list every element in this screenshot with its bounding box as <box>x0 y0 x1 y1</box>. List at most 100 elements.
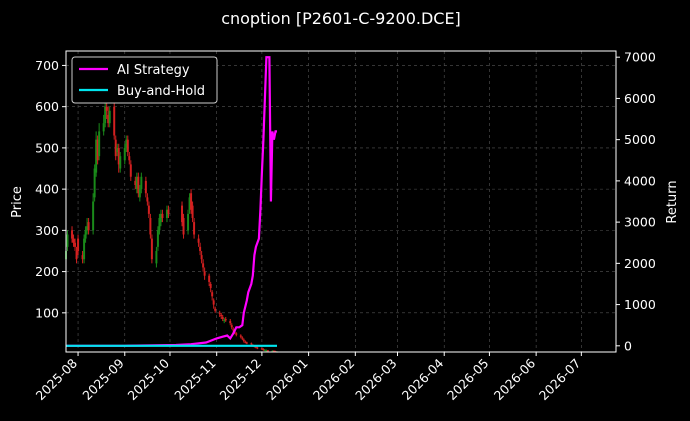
candle-body <box>144 180 147 194</box>
y-tick-label: 200 <box>35 264 59 279</box>
candle-body <box>244 341 247 343</box>
candle-body <box>188 197 191 210</box>
candle-body <box>218 312 221 314</box>
candle-body <box>72 238 75 243</box>
candle-body <box>229 321 232 324</box>
candle-body <box>254 346 257 348</box>
y-tick-label: 400 <box>35 182 59 197</box>
y-tick-label: 600 <box>35 99 59 114</box>
candle-body <box>116 147 119 153</box>
candle-body <box>147 205 150 214</box>
candle-body <box>220 314 223 317</box>
y2-tick-label: 5000 <box>624 132 656 147</box>
candle-body <box>113 106 116 136</box>
candle-body <box>71 230 74 239</box>
legend-label-buy-and-hold: Buy-and-Hold <box>117 84 205 99</box>
candle-body <box>211 292 214 297</box>
y-axis-right: 0 1000 2000 3000 4000 5000 6000 7000 <box>616 50 656 353</box>
y-axis-label: Price <box>10 186 25 218</box>
candle-body <box>84 230 87 239</box>
candle-body <box>209 283 212 289</box>
candle-body <box>135 176 138 190</box>
candle-body <box>242 339 245 341</box>
candle-body <box>235 333 238 335</box>
candle-body <box>260 348 263 350</box>
candle-body <box>105 106 108 111</box>
candle-body <box>95 139 98 173</box>
candle-body <box>187 213 190 231</box>
candle-body <box>92 201 95 231</box>
candle-body <box>161 213 164 218</box>
candles-layer <box>65 98 278 353</box>
plot-frame <box>65 50 617 353</box>
series-layer <box>66 56 277 347</box>
candle-body <box>146 197 149 202</box>
y-tick-label: 100 <box>35 305 59 320</box>
candle-body <box>256 347 259 349</box>
candle-body <box>119 156 122 169</box>
candle-body <box>241 337 244 339</box>
candle-body <box>271 350 274 352</box>
y-tick-label: 700 <box>35 58 59 73</box>
candle-body <box>199 246 202 251</box>
candle-body <box>128 156 131 161</box>
candle-body <box>126 139 129 153</box>
candle-body <box>117 147 120 165</box>
y2-tick-label: 1000 <box>624 297 656 312</box>
candle-body <box>107 114 110 124</box>
chart-title: cnoption [P2601-C-9200.DCE] <box>221 9 461 28</box>
candle-body <box>86 226 89 231</box>
candle-body <box>167 209 170 214</box>
candle-body <box>149 217 152 235</box>
candle-body <box>262 349 265 351</box>
y2-tick-label: 3000 <box>624 215 656 230</box>
candle-body <box>93 168 96 198</box>
y2-tick-label: 2000 <box>624 256 656 271</box>
candle-body <box>87 222 90 231</box>
candle-body <box>221 316 224 320</box>
candle-body <box>96 139 99 161</box>
candle-body <box>190 193 193 210</box>
candle-body <box>202 263 205 268</box>
candle-body <box>272 350 275 352</box>
candle-body <box>114 139 117 157</box>
candle-body <box>245 342 248 344</box>
candle-body <box>81 255 84 260</box>
candle-body <box>83 238 86 260</box>
y2-tick-label: 7000 <box>624 50 656 65</box>
y2-axis-label: Return <box>665 180 680 223</box>
ai-strategy-line <box>66 56 277 347</box>
candle-body <box>125 139 128 148</box>
candle-body <box>137 176 140 194</box>
candle-body <box>232 329 235 331</box>
candle-body <box>158 217 161 231</box>
candle-body <box>239 335 242 337</box>
candle-body <box>250 343 253 345</box>
candle-body <box>200 255 203 260</box>
candle-body <box>224 319 227 321</box>
candle-body <box>140 176 143 190</box>
candle-body <box>165 209 168 218</box>
candle-body <box>77 238 80 251</box>
candle-body <box>182 217 185 235</box>
candle-body <box>108 110 111 124</box>
candle-body <box>266 350 269 352</box>
candle-body <box>214 308 217 311</box>
candle-body <box>104 106 107 124</box>
candle-body <box>102 123 105 132</box>
candle-body <box>66 234 69 247</box>
candle-body <box>265 350 268 352</box>
candle-body <box>75 250 78 260</box>
candle-body <box>181 205 184 223</box>
y-tick-label: 300 <box>35 223 59 238</box>
y2-tick-label: 6000 <box>624 91 656 106</box>
candle-body <box>159 213 162 223</box>
candle-body <box>263 349 266 351</box>
legend-box <box>71 56 218 104</box>
candle-body <box>98 131 101 157</box>
candle-body <box>197 238 200 243</box>
candle-body <box>203 271 206 276</box>
candle-body <box>134 180 137 186</box>
candle-body <box>208 275 211 282</box>
